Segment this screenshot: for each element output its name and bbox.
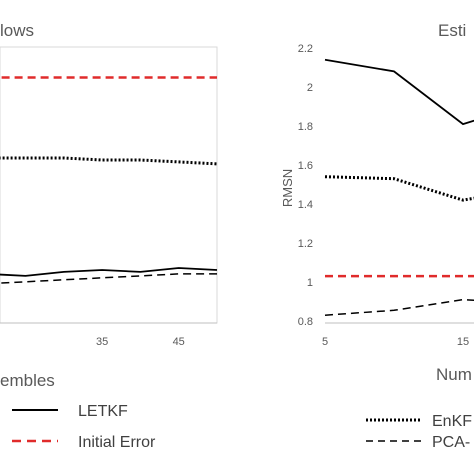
- left-series-group: [0, 76, 218, 284]
- chart0-series-1-line: [0, 273, 217, 284]
- legend-label-letkf: LETKF: [78, 403, 128, 420]
- right-x-axis-title: Num: [436, 365, 472, 384]
- right-chart: Esti RMSN 0.8 1 1.2 1.4 1.6 1.8 2 2.2 5 15 Num E…: [280, 21, 474, 451]
- chart0-series-2-line: [0, 156, 218, 166]
- chart1-y-tick-label-6: 2: [307, 82, 313, 94]
- chart1-y-tick-label-0: 0.8: [298, 316, 313, 328]
- chart1-series-1-line: [324, 175, 474, 202]
- legend-label-initial-error: Initial Error: [78, 434, 156, 451]
- legend-label-enkf: EnKF: [432, 413, 472, 430]
- chart1-series-2-line: [324, 298, 474, 316]
- chart1-y-tick-label-3: 1.4: [298, 199, 313, 211]
- left-chart-title: lows: [0, 21, 34, 40]
- left-x-axis-title: embles: [0, 371, 55, 390]
- chart0-x-tick-label-1: 45: [173, 336, 185, 348]
- chart0-series-0-line: [0, 267, 218, 277]
- right-chart-title: Esti: [438, 21, 466, 40]
- right-y-tick-labels: 0.8 1 1.2 1.4 1.6 1.8 2 2.2: [298, 43, 313, 328]
- chart1-y-tick-label-7: 2.2: [298, 43, 313, 55]
- chart1-x-tick-label-0: 5: [322, 336, 328, 348]
- chart1-y-tick-label-1: 1: [307, 277, 313, 289]
- chart1-y-tick-label-4: 1.6: [298, 160, 313, 172]
- chart0-x-tick-label-0: 35: [96, 336, 108, 348]
- left-x-tick-labels: 35 45: [96, 336, 185, 348]
- left-chart: lows 35 45 embles LETKF Initial Error: [0, 21, 218, 451]
- right-y-axis-title: RMSN: [280, 169, 295, 207]
- chart1-y-tick-label-5: 1.8: [298, 121, 313, 133]
- chart1-series-0-line: [324, 58, 474, 126]
- legend-label-pca: PCA-: [432, 434, 470, 451]
- right-x-tick-labels: 5 15: [322, 336, 469, 348]
- chart1-y-tick-label-2: 1.2: [298, 238, 313, 250]
- chart1-x-tick-label-1: 15: [457, 336, 469, 348]
- right-series-group: [324, 58, 474, 316]
